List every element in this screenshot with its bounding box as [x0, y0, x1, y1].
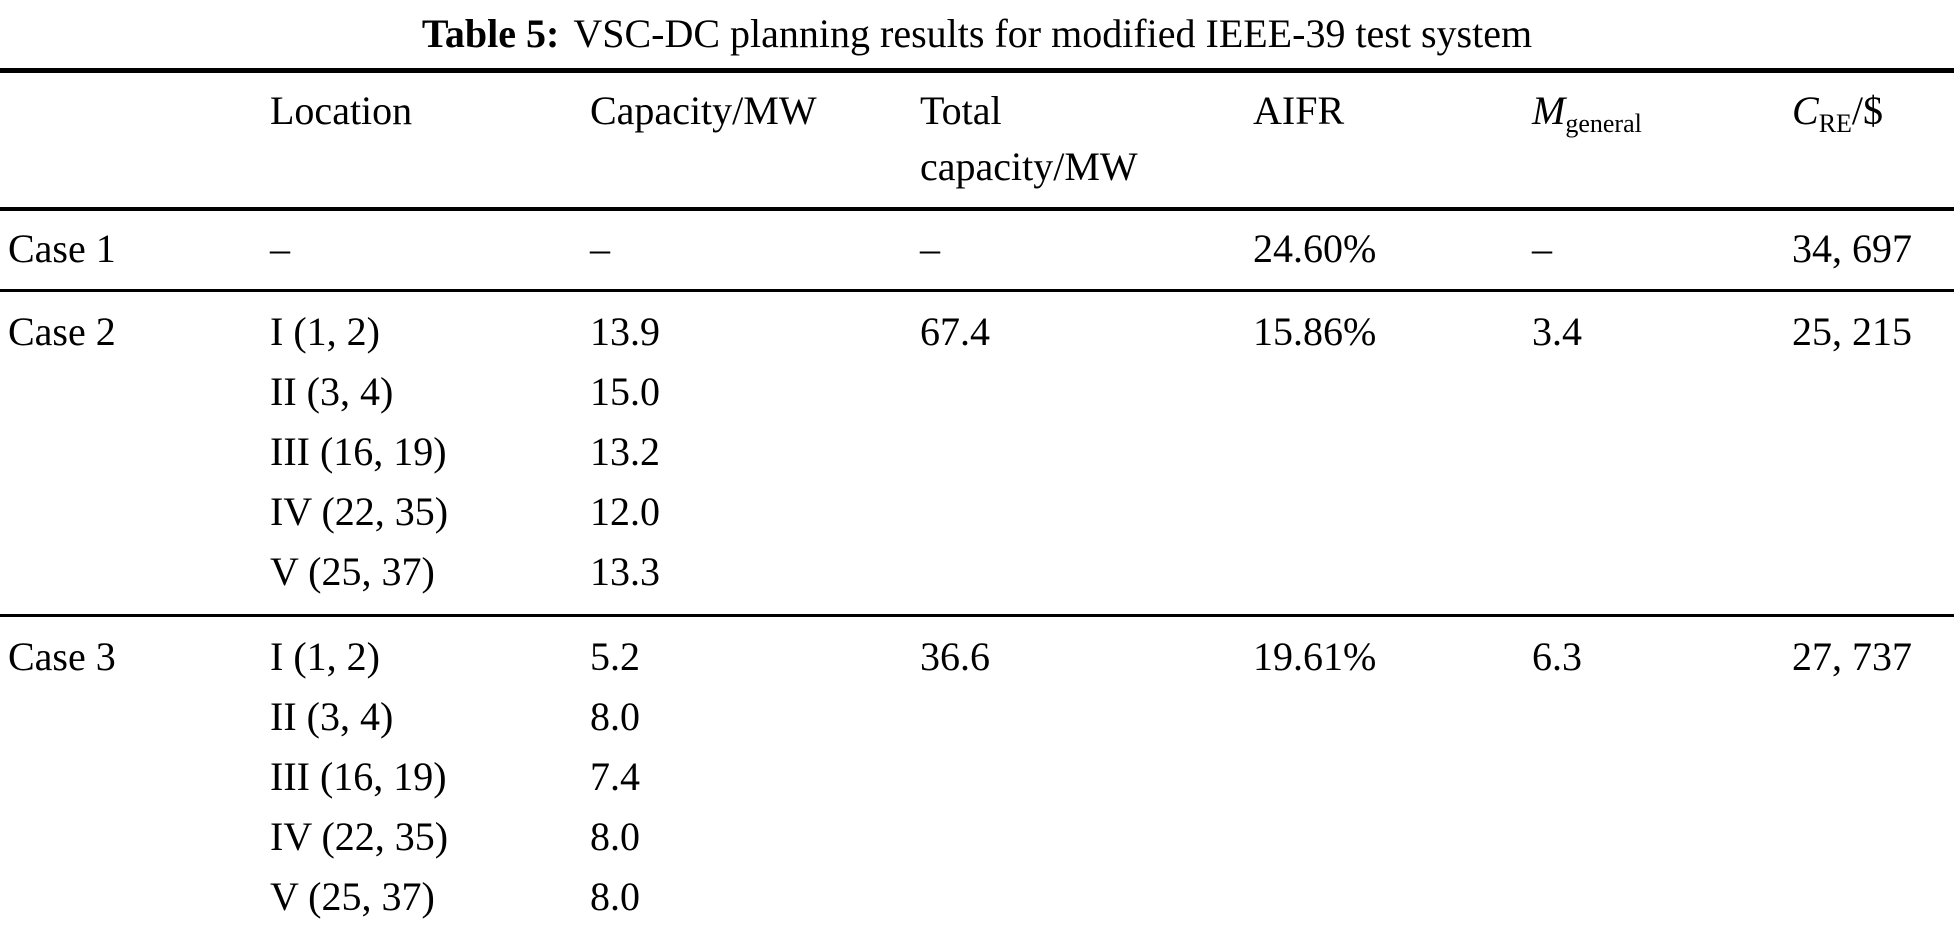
case1-location: – [270, 226, 290, 271]
case2-cre: 25, 215 [1792, 309, 1912, 354]
table-row-case2: Case 2 I (1, 2) II (3, 4) III (16, 19) I… [0, 289, 1954, 614]
m-symbol: M [1532, 88, 1566, 133]
case3-location-4: IV (22, 35) [270, 814, 449, 859]
case1-m-general: – [1532, 226, 1552, 271]
m-subscript: general [1565, 109, 1642, 138]
header-m-general: Mgeneral [1532, 83, 1792, 139]
table-caption-label: Table 5: [421, 11, 560, 56]
case3-capacity-2: 8.0 [590, 694, 640, 739]
case2-capacity-2: 15.0 [590, 369, 660, 414]
case2-capacities: 13.9 15.0 13.2 12.0 13.3 [590, 302, 920, 602]
case2-location-5: V (25, 37) [270, 549, 435, 594]
case2-m-general: 3.4 [1532, 309, 1582, 354]
case2-total-capacity: 67.4 [920, 309, 990, 354]
case2-capacity-4: 12.0 [590, 489, 660, 534]
case2-capacity-1: 13.9 [590, 309, 660, 354]
case3-location-5: V (25, 37) [270, 874, 435, 919]
table-row-case1: Case 1 – – – 24.60% – 34, 697 [0, 207, 1954, 289]
case2-locations: I (1, 2) II (3, 4) III (16, 19) IV (22, … [270, 302, 590, 602]
c-subscript: RE [1818, 109, 1852, 138]
header-aifr: AIFR [1253, 88, 1345, 133]
case2-capacity-5: 13.3 [590, 549, 660, 594]
case3-total-capacity: 36.6 [920, 634, 990, 679]
planning-results-table: Location Capacity/MW Total capacity/MW A… [0, 68, 1954, 933]
case1-cre: 34, 697 [1792, 226, 1912, 271]
case1-label: Case 1 [8, 226, 116, 271]
case3-m-general: 6.3 [1532, 634, 1582, 679]
case3-capacity-5: 8.0 [590, 874, 640, 919]
header-total-capacity: Total capacity/MW [920, 88, 1138, 189]
case3-capacity-3: 7.4 [590, 754, 640, 799]
case3-location-1: I (1, 2) [270, 634, 380, 679]
case1-aifr: 24.60% [1253, 226, 1377, 271]
case2-location-2: II (3, 4) [270, 369, 394, 414]
case3-label: Case 3 [8, 634, 116, 679]
case3-capacities: 5.2 8.0 7.4 8.0 8.0 [590, 627, 920, 927]
case3-cre: 27, 737 [1792, 634, 1912, 679]
c-suffix: /$ [1851, 88, 1884, 133]
table-caption-text: VSC-DC planning results for modified IEE… [573, 11, 1533, 56]
table-row-case3: Case 3 I (1, 2) II (3, 4) III (16, 19) I… [0, 614, 1954, 933]
table-header-row: Location Capacity/MW Total capacity/MW A… [0, 73, 1954, 207]
header-capacity: Capacity/MW [590, 88, 817, 133]
table-caption: Table 5: VSC-DC planning results for modi… [0, 0, 1954, 68]
case3-location-3: III (16, 19) [270, 754, 447, 799]
header-location: Location [270, 88, 413, 133]
case3-capacity-1: 5.2 [590, 634, 640, 679]
case2-location-1: I (1, 2) [270, 309, 380, 354]
case2-capacity-3: 13.2 [590, 429, 660, 474]
case1-total-capacity: – [920, 226, 940, 271]
case2-label: Case 2 [8, 309, 116, 354]
case2-aifr: 15.86% [1253, 309, 1377, 354]
case3-locations: I (1, 2) II (3, 4) III (16, 19) IV (22, … [270, 627, 590, 927]
header-cre: CRE/$ [1792, 83, 1954, 139]
case1-capacity: – [590, 226, 610, 271]
case2-location-4: IV (22, 35) [270, 489, 449, 534]
case3-location-2: II (3, 4) [270, 694, 394, 739]
c-symbol: C [1792, 88, 1819, 133]
case3-capacity-4: 8.0 [590, 814, 640, 859]
case2-location-3: III (16, 19) [270, 429, 447, 474]
case3-aifr: 19.61% [1253, 634, 1377, 679]
